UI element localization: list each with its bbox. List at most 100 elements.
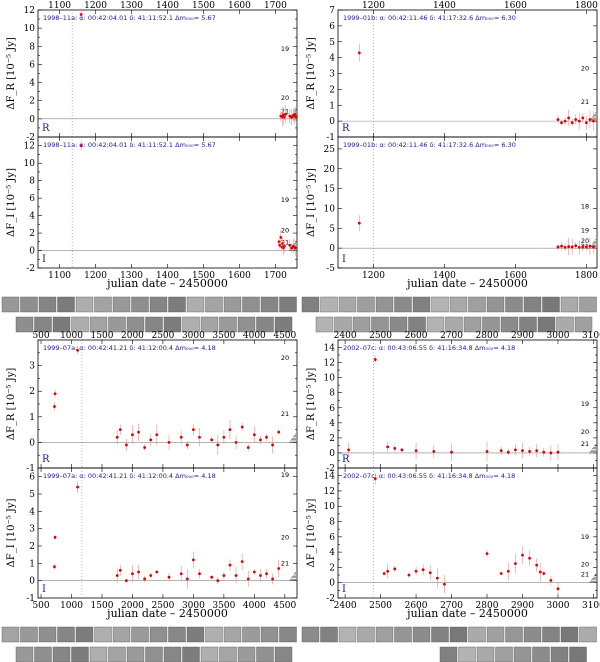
data-point — [228, 428, 232, 431]
top-tick-label: 1800 — [575, 1, 598, 11]
data-point — [53, 565, 56, 569]
top-tick-label: 4500 — [273, 331, 296, 341]
data-point — [149, 574, 153, 577]
panel-r: -2 0 2 4 6 8 10 12 ΔF_R [10⁻⁵ Jy] 1998–11a: α: 00… — [6, 6, 298, 143]
thumbnail-image — [542, 296, 560, 313]
data-point — [432, 450, 436, 453]
data-point — [179, 435, 183, 439]
data-point — [76, 348, 80, 352]
data-point — [563, 245, 567, 249]
thumbnail-image — [168, 296, 186, 313]
thumbnail-image — [75, 626, 94, 643]
data-point — [131, 433, 134, 437]
magnitude-label: 19 — [281, 45, 289, 53]
thumbnail-image — [260, 626, 279, 643]
data-point — [288, 243, 292, 247]
bottom-tick-label: 1000 — [60, 601, 83, 611]
band-label: R — [42, 123, 50, 134]
magnitude-label: 21 — [581, 98, 589, 106]
y-tick-label: 6 — [29, 60, 35, 70]
thumbnail-image — [412, 296, 431, 313]
band-label: R — [342, 123, 350, 134]
data-point — [528, 556, 531, 560]
thumbnail-image — [186, 626, 205, 643]
thumbnail-image — [75, 296, 94, 313]
thumbnail-image — [126, 316, 145, 333]
thumbnail-image — [186, 296, 205, 313]
y-tick-label: 1 — [29, 413, 35, 423]
bottom-tick-label: 4000 — [243, 601, 266, 611]
data-point — [281, 242, 285, 245]
data-point — [265, 435, 268, 439]
data-point — [252, 570, 256, 574]
thumbnail-image — [219, 316, 237, 333]
figure-p3: 500 1000 1500 2000 2500 3000 3500 4000 4500-1012… — [1, 331, 298, 662]
thumbnail-image — [458, 646, 476, 662]
thumbnail-image — [394, 626, 412, 643]
data-point — [76, 485, 80, 489]
band-label: R — [42, 454, 50, 465]
data-point — [234, 441, 238, 444]
x-axis-label: julian date – 2450000 — [105, 607, 228, 620]
data-point — [556, 245, 560, 249]
data-point — [137, 430, 140, 434]
bottom-tick-label: 1400 — [433, 271, 456, 281]
data-point — [192, 558, 195, 562]
data-point — [271, 577, 275, 581]
y-axis-label: ΔF_I [10⁻⁵ Jy] — [6, 498, 17, 567]
panel-frame — [37, 467, 298, 599]
data-point — [131, 572, 134, 576]
thumbnail-image — [468, 296, 486, 313]
data-point — [528, 450, 531, 453]
top-tick-label: 2500 — [369, 331, 392, 341]
thumbnail-image — [320, 296, 338, 313]
thumbnail-image — [357, 296, 375, 313]
y-tick-label: 10 — [24, 159, 36, 169]
bottom-tick-label: 3000 — [547, 601, 570, 611]
info-line: 1999–07a: α: 00:42:41.21 δ: 41:12:00.4 Δ… — [43, 472, 216, 480]
data-point — [228, 563, 232, 567]
data-point — [556, 587, 560, 591]
data-point — [198, 572, 201, 576]
magnitude-label: 19 — [281, 471, 289, 479]
data-point — [513, 448, 517, 452]
data-point — [279, 236, 283, 239]
thumbnail-image — [338, 296, 357, 313]
panel-frame — [37, 136, 298, 269]
info-line: 1998–11a: α: 00:42:04.01 δ: 41:11:52.1 Δ… — [43, 141, 216, 149]
data-point — [535, 563, 539, 567]
thumbnail-image — [426, 316, 445, 333]
data-point — [549, 451, 553, 455]
thumbnail-image — [389, 316, 408, 333]
thumbnail-image — [182, 316, 200, 333]
y-tick-label: 0 — [329, 244, 335, 254]
panel-r: -1 0 1 2 3 4 5 6 7 ΔF_R [10⁻⁵ Jy] 1999–01b: α: 00:… — [306, 6, 598, 143]
data-point — [407, 573, 411, 577]
data-point — [542, 450, 546, 454]
band-label: R — [342, 454, 350, 465]
data-point — [278, 243, 282, 247]
data-point — [149, 438, 153, 442]
panel-i: -2 0 2 4 6 8 10 12 14 ΔF_I [10⁻⁵ Jy] 2002–07c: α: … — [306, 467, 598, 604]
thumbnail-image — [94, 626, 112, 643]
thumbnail-image — [579, 626, 597, 643]
data-point — [216, 443, 220, 447]
top-tick-label: 2900 — [511, 331, 534, 341]
top-tick-label: 1000 — [60, 331, 83, 341]
thumbnail-image — [200, 316, 219, 333]
y-axis-label: ΔF_R [10⁻⁵ Jy] — [6, 37, 17, 110]
thumbnail-image — [550, 646, 569, 662]
thumbnail-image — [505, 626, 523, 643]
thumbnail-image — [320, 626, 338, 643]
magnitude-label: 19 — [581, 533, 589, 541]
thumbnail-image — [468, 626, 486, 643]
data-point — [393, 447, 397, 450]
y-axis-label: ΔF_I [10⁻⁵ Jy] — [306, 168, 317, 237]
bottom-tick-label: 1600 — [228, 271, 251, 281]
thumbnail-image — [20, 626, 38, 643]
top-tick-label: 2600 — [405, 331, 428, 341]
data-point — [443, 582, 446, 586]
info-line: 1999–01b: α: 00:42:11.46 δ: 41:17:32.6 Δ… — [343, 141, 516, 149]
thumbnail-image — [52, 646, 71, 662]
data-point — [574, 244, 578, 248]
